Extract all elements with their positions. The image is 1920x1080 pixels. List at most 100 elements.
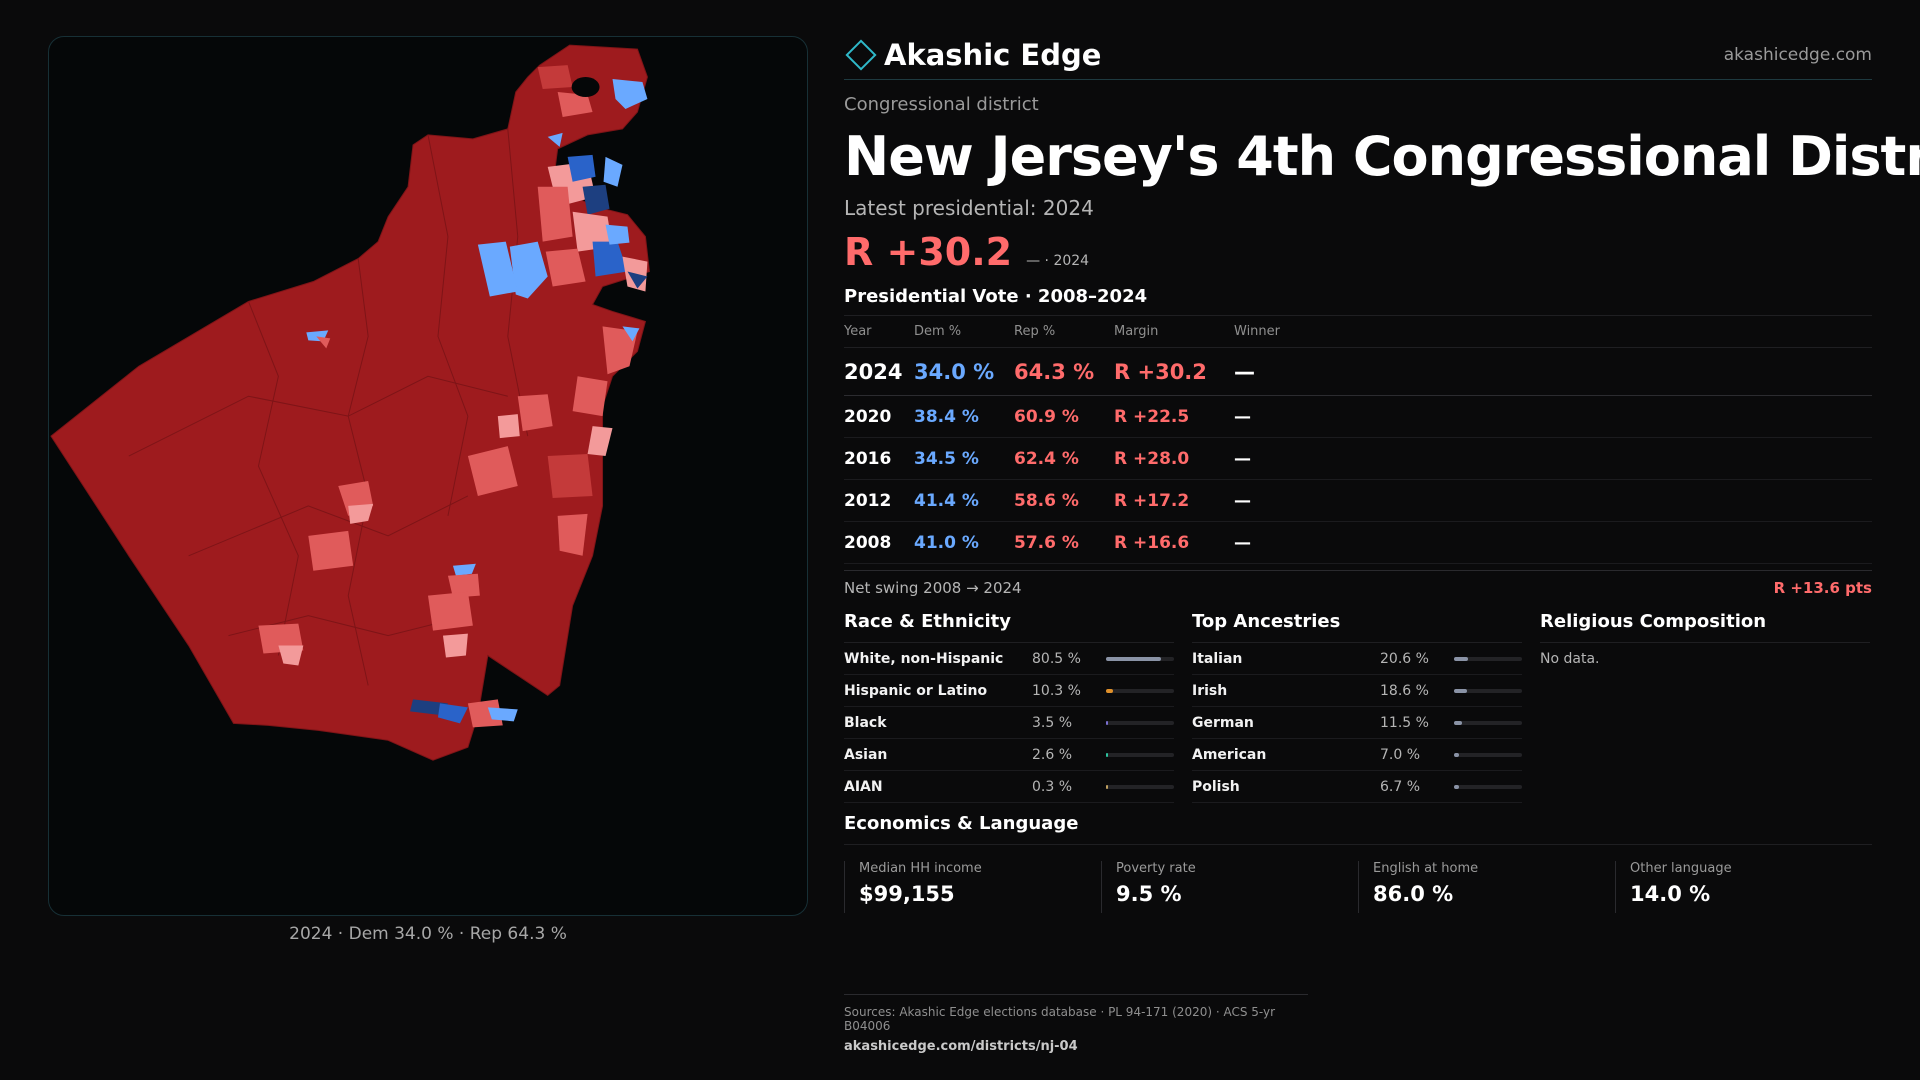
col-winner: Winner — [1234, 315, 1872, 348]
row-rep: 60.9 % — [1014, 395, 1114, 438]
sources: Sources: Akashic Edge elections database… — [844, 1005, 1276, 1033]
logo-diamond-icon — [845, 38, 877, 71]
race-value: 80.5 % — [1032, 650, 1081, 667]
table-row[interactable]: 2020 38.4 % 60.9 % R +22.5 — — [844, 395, 1872, 438]
ancestry-label: American — [1192, 746, 1267, 763]
race-label: Asian — [844, 746, 888, 763]
row-rep: 57.6 % — [1014, 521, 1114, 564]
row-year: 2020 — [844, 395, 914, 438]
col-year: Year — [844, 315, 914, 348]
race-bar — [1106, 720, 1174, 725]
list-item: Black 3.5 % — [844, 707, 1174, 739]
list-item: AIAN 0.3 % — [844, 771, 1174, 803]
page-title: New Jersey's 4th Congressional District — [844, 125, 1920, 188]
ancestry-value: 11.5 % — [1380, 714, 1429, 731]
row-dem: 41.4 % — [914, 479, 1014, 522]
table-row[interactable]: 2016 34.5 % 62.4 % R +28.0 — — [844, 437, 1872, 480]
race-label: Hispanic or Latino — [844, 682, 988, 699]
race-bar-fill — [1106, 688, 1113, 693]
table-row[interactable]: 2024 34.0 % 64.3 % R +30.2 — — [844, 347, 1872, 396]
latest-label: Latest presidential: 2024 — [844, 196, 1094, 220]
race-value: 10.3 % — [1032, 682, 1081, 699]
precinct-north[interactable] — [477, 65, 648, 299]
header: Akashic Edge akashicedge.com — [844, 30, 1872, 80]
stat-label: Other language — [1630, 861, 1732, 876]
stat-label: Poverty rate — [1116, 861, 1196, 876]
footer-url[interactable]: akashicedge.com/districts/nj-04 — [844, 1039, 1078, 1054]
row-year: 2008 — [844, 521, 914, 564]
swing-label: Net swing 2008 → 2024 — [844, 579, 1022, 597]
row-dem: 34.0 % — [914, 347, 1014, 396]
race-label: White, non-Hispanic — [844, 650, 1004, 667]
row-year: 2012 — [844, 479, 914, 522]
ancestry-bar-fill — [1454, 752, 1459, 757]
stat-value: 86.0 % — [1373, 882, 1454, 906]
district-info: Akashic Edge akashicedge.com Congression… — [844, 30, 1920, 913]
ancestry-bar-fill — [1454, 656, 1468, 661]
ancestry-label: Polish — [1192, 778, 1240, 795]
row-rep: 64.3 % — [1014, 347, 1114, 396]
swing-value: R +13.6 pts — [1773, 579, 1872, 597]
ancestry-bar-fill — [1454, 720, 1462, 725]
row-rep: 62.4 % — [1014, 437, 1114, 480]
list-item: Italian 20.6 % — [1192, 643, 1522, 675]
lake-icon — [571, 77, 600, 97]
presidential-title: Presidential Vote · 2008–2024 — [844, 286, 1148, 307]
economics-title: Economics & Language — [844, 813, 1872, 845]
map-caption: 2024 · Dem 34.0 % · Rep 64.3 % — [289, 924, 567, 944]
brand[interactable]: Akashic Edge — [844, 38, 1101, 72]
row-margin: R +22.5 — [1114, 395, 1234, 438]
latest-margin-row: R +30.2 — · 2024 — [844, 230, 1872, 274]
row-margin: R +17.2 — [1114, 479, 1234, 522]
presidential-table: Year Dem % Rep % Margin Winner 2024 34.0… — [844, 315, 1872, 564]
ancestry-value: 20.6 % — [1380, 650, 1429, 667]
row-winner: — — [1234, 347, 1872, 396]
religion-title: Religious Composition — [1540, 611, 1870, 643]
list-item: German 11.5 % — [1192, 707, 1522, 739]
col-margin: Margin — [1114, 315, 1234, 348]
col-rep: Rep % — [1014, 315, 1114, 348]
district-shape[interactable] — [50, 44, 650, 761]
race-bar — [1106, 784, 1174, 789]
table-row[interactable]: 2008 41.0 % 57.6 % R +16.6 — — [844, 521, 1872, 564]
ancestry-value: 7.0 % — [1380, 746, 1421, 763]
table-row[interactable]: 2012 41.4 % 58.6 % R +17.2 — — [844, 479, 1872, 522]
religious-composition: Religious Composition No data. — [1540, 611, 1870, 803]
row-dem: 38.4 % — [914, 395, 1014, 438]
kicker: Congressional district — [844, 94, 1039, 115]
row-margin: R +30.2 — [1114, 347, 1234, 396]
top-ancestries: Top Ancestries Italian 20.6 % Irish 18.6 %… — [1192, 611, 1522, 803]
precinct-coast[interactable] — [467, 326, 640, 556]
precinct-map-svg[interactable] — [49, 37, 807, 915]
row-winner: — — [1234, 395, 1872, 438]
stat-value: 14.0 % — [1630, 882, 1711, 906]
ancestry-label: German — [1192, 714, 1254, 731]
stat-card-english: English at home 86.0 % — [1358, 861, 1615, 913]
stat-card-other-language: Other language 14.0 % — [1615, 861, 1872, 913]
stat-value: $99,155 — [859, 882, 955, 906]
stat-label: English at home — [1373, 861, 1479, 876]
row-margin: R +28.0 — [1114, 437, 1234, 480]
stat-card-income: Median HH income $99,155 — [844, 861, 1101, 913]
row-dem: 34.5 % — [914, 437, 1014, 480]
ancestry-value: 6.7 % — [1380, 778, 1421, 795]
list-item: Irish 18.6 % — [1192, 675, 1522, 707]
race-title: Race & Ethnicity — [844, 611, 1174, 643]
race-ethnicity: Race & Ethnicity White, non-Hispanic 80.5… — [844, 611, 1174, 803]
ancestry-label: Italian — [1192, 650, 1243, 667]
ancestry-label: Irish — [1192, 682, 1228, 699]
ancestry-bar-fill — [1454, 688, 1467, 693]
brand-url[interactable]: akashicedge.com — [1723, 44, 1872, 65]
row-margin: R +16.6 — [1114, 521, 1234, 564]
race-bar-fill — [1106, 656, 1161, 661]
list-item: Hispanic or Latino 10.3 % — [844, 675, 1174, 707]
race-bar-fill — [1106, 752, 1109, 757]
row-year: 2024 — [844, 347, 914, 396]
race-label: Black — [844, 714, 887, 731]
race-bar — [1106, 656, 1174, 661]
precinct-interior[interactable] — [258, 330, 518, 728]
religion-empty: No data. — [1540, 651, 1600, 667]
district-map[interactable] — [48, 36, 808, 916]
latest-margin-sub: — · 2024 — [1026, 253, 1090, 269]
list-item: Asian 2.6 % — [844, 739, 1174, 771]
